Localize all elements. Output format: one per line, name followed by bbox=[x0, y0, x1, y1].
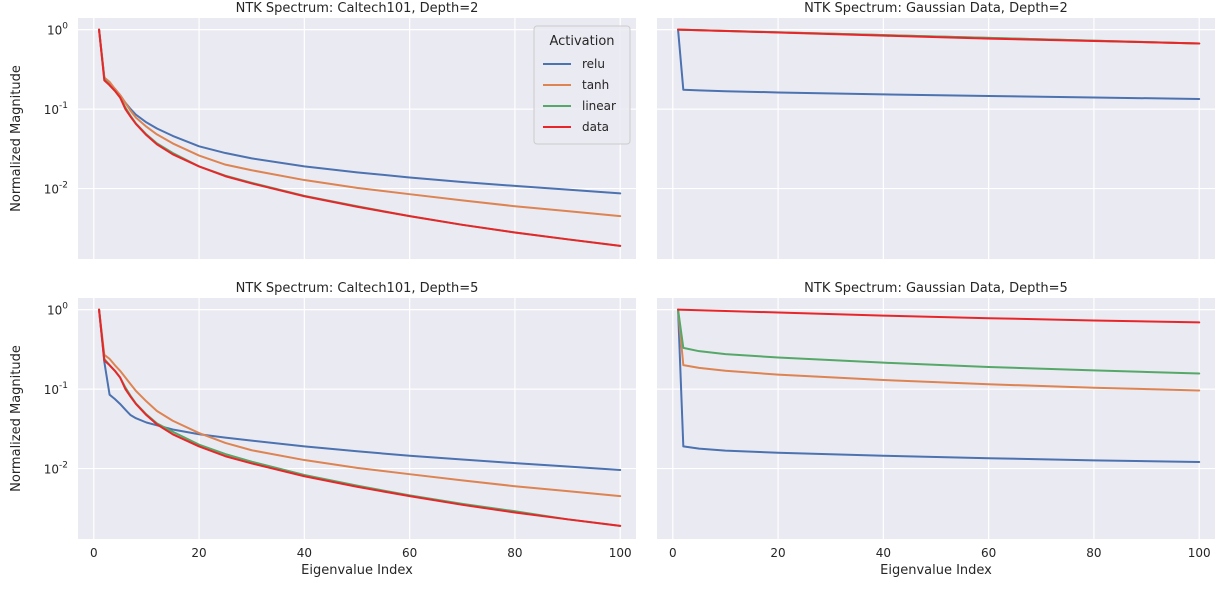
y-tick-label: 10-2 bbox=[44, 181, 68, 197]
y-tick-label: 10-1 bbox=[44, 381, 68, 397]
legend: Activation relu tanh linear data bbox=[533, 25, 631, 145]
y-tick-label: 10-2 bbox=[44, 461, 68, 477]
legend-label-tanh: tanh bbox=[582, 78, 609, 92]
panel-2: NTK Spectrum: Gaussian Data, Depth=2 bbox=[657, 1, 1215, 259]
panel-4: NTK Spectrum: Gaussian Data, Depth=5 0 20 4… bbox=[657, 281, 1215, 578]
panel-3: NTK Spectrum: Caltech101, Depth=5 100 10-1… bbox=[9, 281, 636, 578]
y-tick-label: 100 bbox=[47, 302, 68, 318]
x-tick-label: 100 bbox=[609, 546, 632, 560]
series-line-data bbox=[98, 28, 622, 247]
x-tick-label: 60 bbox=[981, 546, 996, 560]
x-tick-label: 20 bbox=[770, 546, 785, 560]
series-line-relu bbox=[677, 308, 1201, 463]
plot-background bbox=[657, 298, 1215, 539]
x-axis-label: Eigenvalue Index bbox=[880, 563, 992, 578]
legend-title: Activation bbox=[549, 34, 614, 49]
y-tick-label: 10-1 bbox=[44, 101, 68, 117]
plot-background bbox=[78, 298, 636, 539]
x-tick-label: 40 bbox=[297, 546, 312, 560]
series-line-tanh bbox=[98, 308, 622, 498]
panel-title: NTK Spectrum: Caltech101, Depth=5 bbox=[236, 281, 479, 296]
y-axis-label: Normalized Magnitude bbox=[9, 65, 24, 212]
series-line-linear bbox=[677, 308, 1201, 375]
x-tick-label: 60 bbox=[402, 546, 417, 560]
series-line-data bbox=[677, 28, 1201, 45]
panel-1: NTK Spectrum: Caltech101, Depth=2 100 10-1… bbox=[9, 1, 636, 259]
legend-label-data: data bbox=[582, 120, 609, 134]
series-line-relu bbox=[98, 308, 622, 471]
series-line-tanh bbox=[98, 28, 622, 218]
y-axis-label: Normalized Magnitude bbox=[9, 345, 24, 492]
panel-title: NTK Spectrum: Caltech101, Depth=2 bbox=[236, 1, 479, 16]
x-tick-label: 0 bbox=[669, 546, 677, 560]
series-line-tanh bbox=[677, 308, 1201, 392]
series-line-data bbox=[677, 308, 1201, 324]
x-axis-label: Eigenvalue Index bbox=[301, 563, 413, 578]
x-tick-label: 40 bbox=[876, 546, 891, 560]
x-tick-label: 80 bbox=[507, 546, 522, 560]
x-tick-label: 0 bbox=[90, 546, 98, 560]
x-tick-label: 80 bbox=[1086, 546, 1101, 560]
series-line-relu bbox=[677, 28, 1201, 100]
panel-title: NTK Spectrum: Gaussian Data, Depth=2 bbox=[804, 1, 1068, 16]
legend-label-relu: relu bbox=[582, 57, 605, 71]
y-tick-label: 100 bbox=[47, 22, 68, 38]
panel-title: NTK Spectrum: Gaussian Data, Depth=5 bbox=[804, 281, 1068, 296]
plot-background bbox=[657, 18, 1215, 259]
series-line-data bbox=[98, 308, 622, 527]
legend-label-linear: linear bbox=[582, 99, 616, 113]
legend-box bbox=[533, 25, 631, 145]
x-tick-label: 20 bbox=[191, 546, 206, 560]
x-tick-label: 100 bbox=[1188, 546, 1211, 560]
